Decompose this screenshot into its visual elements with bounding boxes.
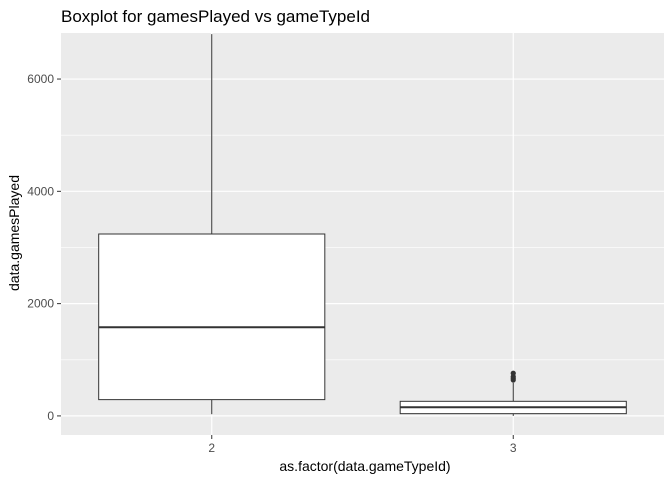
y-tick-label: 0 [47, 409, 54, 423]
boxes [98, 34, 627, 416]
x-axis-title: as.factor(data.gameTypeId) [279, 458, 450, 474]
box-iqr [98, 233, 326, 401]
y-axis-title: data.gamesPlayed [6, 175, 22, 291]
y-tick-label: 6000 [27, 72, 54, 86]
x-tick-label: 3 [510, 441, 517, 455]
y-tick-label: 4000 [27, 184, 54, 198]
x-tick-label: 2 [208, 441, 215, 455]
chart-title: Boxplot for gamesPlayed vs gameTypeId [61, 7, 370, 26]
y-axis-ticks: 0 2000 4000 6000 [27, 72, 61, 423]
outlier-point [510, 370, 516, 376]
y-tick-label: 2000 [27, 297, 54, 311]
